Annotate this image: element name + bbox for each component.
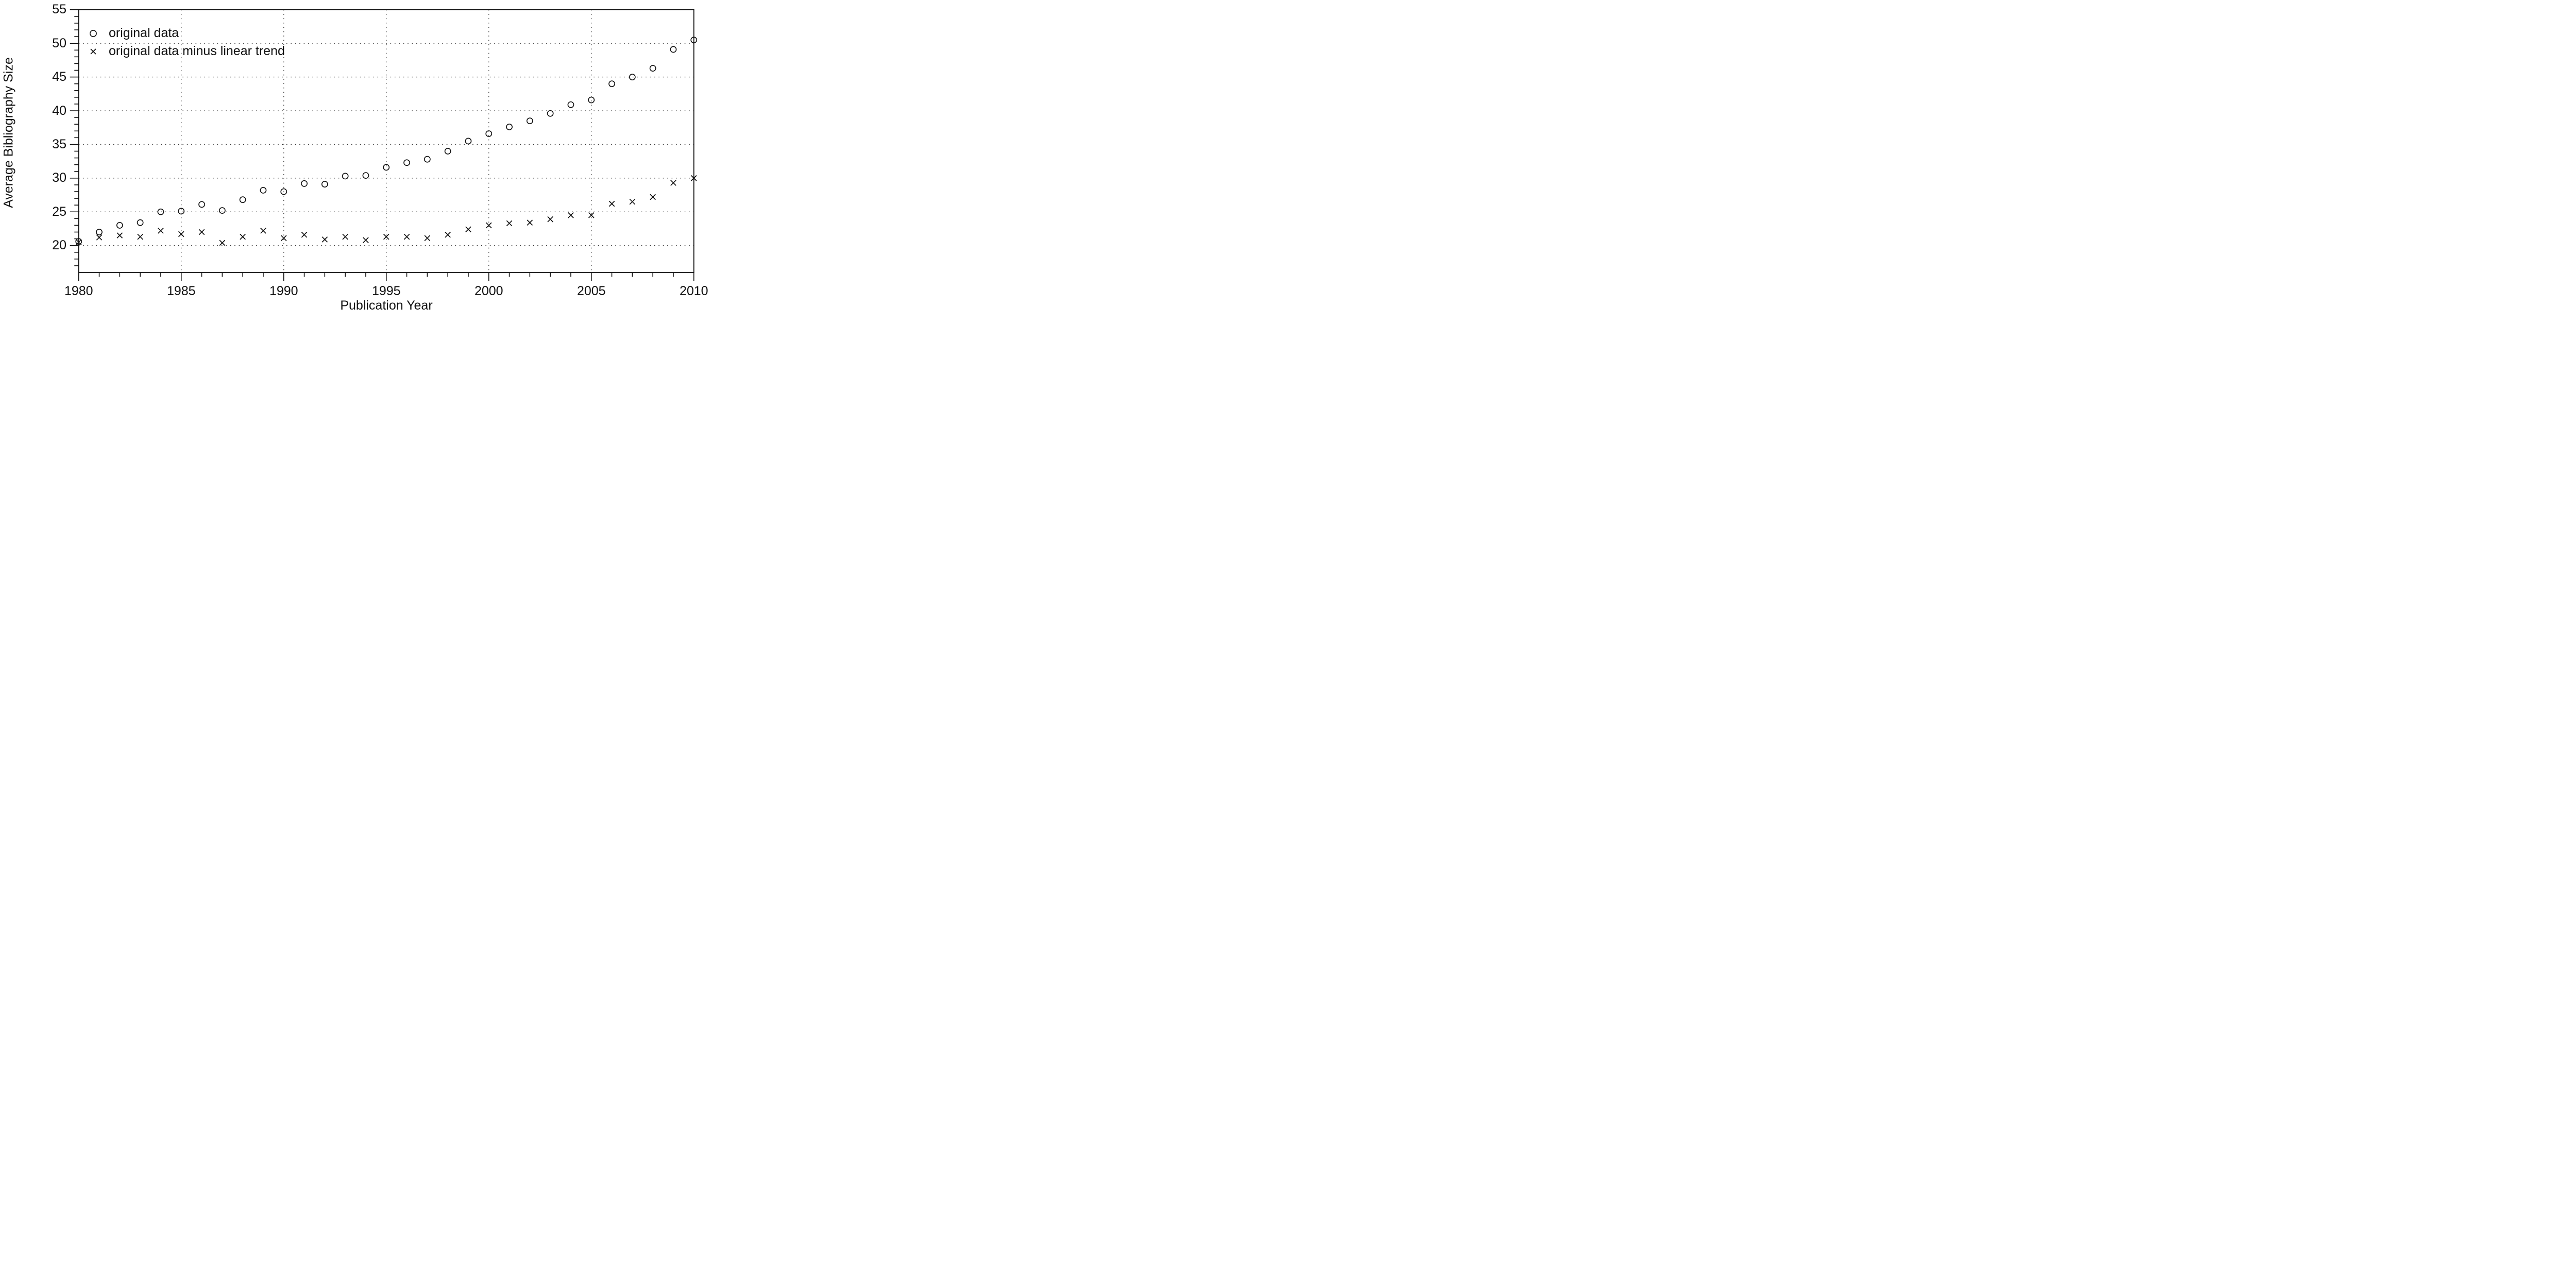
- x-tick-label: 2000: [474, 284, 503, 298]
- x-tick-label: 1985: [166, 284, 196, 298]
- data-point-x: [383, 233, 389, 240]
- data-point-x: [527, 219, 533, 226]
- data-point-x: [506, 220, 513, 227]
- data-point-circle: [690, 37, 698, 44]
- data-point-x: [96, 234, 103, 241]
- data-point-circle: [96, 229, 103, 235]
- scatter-plot-canvas: [70, 9, 698, 281]
- y-tick-label: 20: [52, 238, 66, 253]
- legend: original data original data minus linear…: [87, 24, 285, 60]
- y-tick-label: 30: [52, 170, 66, 185]
- x-tick-label: 2005: [577, 284, 606, 298]
- data-point-x: [629, 198, 636, 205]
- data-point-x: [403, 233, 410, 240]
- data-point-x: [608, 200, 615, 207]
- data-point-x: [158, 228, 164, 234]
- data-point-circle: [198, 201, 205, 208]
- x-axis-title: Publication Year: [340, 298, 433, 313]
- legend-label: original data: [109, 26, 179, 40]
- data-point-circle: [280, 188, 287, 195]
- data-point-circle: [137, 219, 144, 226]
- data-point-circle: [75, 238, 82, 245]
- data-point-circle: [485, 130, 493, 137]
- data-point-x: [485, 222, 492, 229]
- legend-label: original data minus linear trend: [109, 44, 285, 58]
- data-point-x: [301, 231, 308, 238]
- x-tick-label: 1990: [269, 284, 298, 298]
- y-axis-title: Average Bibliography Size: [1, 57, 16, 208]
- data-point-x: [445, 231, 451, 238]
- data-point-circle: [629, 74, 636, 80]
- data-point-circle: [383, 164, 390, 171]
- data-point-x: [137, 233, 143, 240]
- chart-figure: Average Bibliography Size Publication Ye…: [0, 0, 709, 316]
- data-point-x: [670, 180, 676, 186]
- data-point-x: [198, 229, 205, 235]
- data-point-circle: [178, 208, 185, 215]
- data-point-x: [260, 228, 266, 234]
- data-point-x: [568, 212, 574, 218]
- data-point-circle: [362, 172, 369, 179]
- y-tick-label: 50: [52, 36, 66, 50]
- data-point-circle: [649, 65, 656, 72]
- data-point-circle: [260, 186, 267, 194]
- data-point-circle: [547, 110, 554, 117]
- x-marker-icon: [90, 48, 96, 55]
- data-point-circle: [321, 181, 328, 188]
- data-point-x: [219, 240, 226, 246]
- y-tick-label: 55: [52, 2, 66, 17]
- data-point-circle: [567, 101, 574, 108]
- data-point-circle: [342, 173, 349, 180]
- data-point-x: [690, 175, 697, 181]
- legend-item-detrended-data: original data minus linear trend: [87, 42, 285, 60]
- x-tick-label: 1995: [371, 284, 401, 298]
- data-point-circle: [403, 159, 410, 166]
- y-tick-label: 45: [52, 70, 66, 84]
- data-point-circle: [444, 148, 451, 155]
- data-point-circle: [301, 180, 308, 187]
- circle-marker-icon: [90, 29, 97, 37]
- data-point-circle: [423, 156, 431, 163]
- y-tick-label: 40: [52, 103, 66, 118]
- legend-item-original-data: original data: [87, 24, 285, 42]
- data-point-x: [116, 232, 123, 238]
- data-point-x: [424, 235, 431, 242]
- data-point-x: [363, 237, 369, 244]
- data-point-circle: [465, 138, 472, 145]
- data-point-circle: [506, 123, 513, 130]
- data-point-x: [240, 233, 246, 240]
- y-tick-label: 35: [52, 137, 66, 151]
- data-point-x: [321, 236, 328, 243]
- data-point-circle: [670, 46, 677, 53]
- x-tick-label: 2010: [679, 284, 708, 298]
- y-tick-label: 25: [52, 204, 66, 219]
- data-point-x: [547, 216, 553, 223]
- data-point-x: [178, 231, 184, 237]
- data-point-circle: [218, 207, 226, 214]
- data-point-circle: [608, 80, 615, 88]
- data-point-circle: [526, 117, 533, 125]
- data-point-x: [342, 233, 348, 240]
- data-point-x: [465, 226, 471, 233]
- data-point-x: [280, 235, 287, 242]
- x-tick-label: 1980: [64, 284, 93, 298]
- data-point-circle: [157, 208, 164, 215]
- data-point-circle: [239, 196, 246, 203]
- data-point-x: [650, 194, 656, 200]
- data-point-circle: [116, 222, 123, 229]
- data-point-x: [588, 212, 595, 218]
- data-point-circle: [588, 96, 595, 104]
- data-point-x: [75, 239, 82, 245]
